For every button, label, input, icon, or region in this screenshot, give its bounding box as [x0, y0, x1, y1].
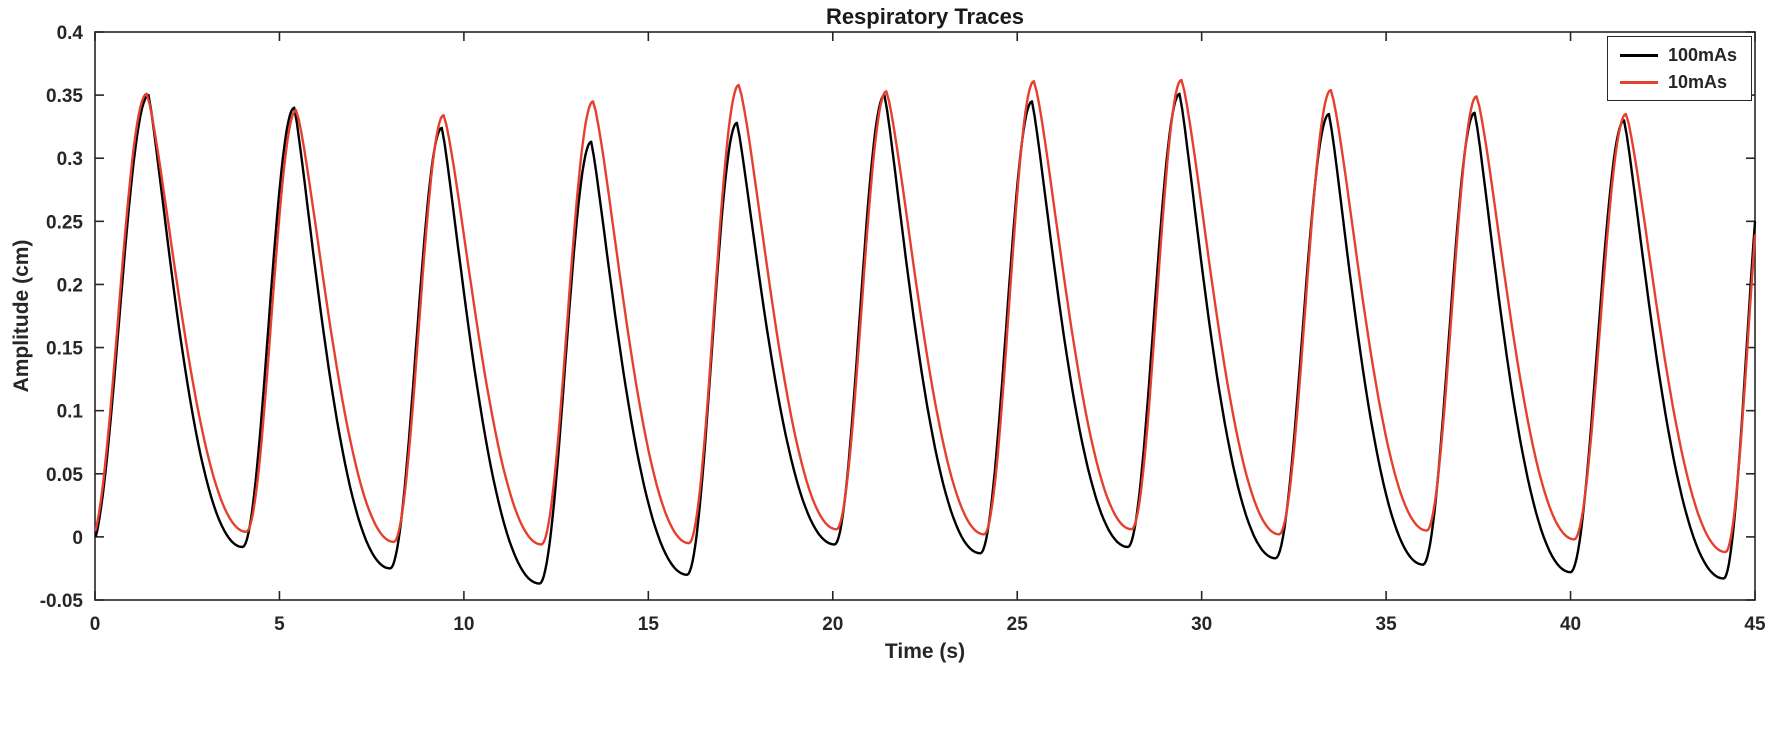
x-tick-label: 30 [1191, 614, 1212, 635]
x-axis-label: Time (s) [884, 640, 966, 663]
series-line-100mAs [94, 92, 1757, 585]
x-tick-label: 25 [1007, 614, 1029, 635]
legend-entry-100mAs: 100mAs [1619, 45, 1737, 65]
y-tick-label: 0 [72, 528, 83, 549]
x-tick-label: 20 [822, 614, 843, 635]
y-tick-label: 0.2 [57, 275, 83, 296]
legend-line-100mAs [1619, 53, 1658, 57]
axes-box [94, 31, 1756, 601]
chart-title: Respiratory Traces [825, 4, 1025, 29]
legend-line-10mAs [1619, 80, 1658, 84]
y-tick-label: 0.15 [46, 339, 83, 360]
x-tick-label: 45 [1744, 614, 1766, 635]
y-tick-label: 0.1 [57, 402, 84, 423]
legend-entry-10mAs: 10mAs [1619, 72, 1737, 92]
y-tick-label: 0.35 [46, 86, 83, 107]
legend: 100mAs 10mAs [1606, 36, 1752, 101]
y-tick-label: 0.05 [46, 465, 83, 486]
x-tick-label: 35 [1376, 614, 1398, 635]
x-tick-label: 40 [1560, 614, 1581, 635]
y-tick-label: 0.3 [57, 149, 83, 170]
x-tick-label: 10 [453, 614, 474, 635]
x-tick-label: 5 [274, 614, 285, 635]
x-tick-label: 15 [638, 614, 660, 635]
y-tick-label: 0.4 [57, 23, 84, 44]
y-axis-label: Amplitude (cm) [10, 239, 33, 393]
y-tick-label: -0.05 [40, 591, 84, 612]
y-tick-label: 0.25 [46, 212, 83, 233]
x-tick-label: 0 [90, 614, 101, 635]
legend-label: 100mAs [1667, 45, 1737, 65]
legend-label: 10mAs [1667, 72, 1727, 92]
series-line-10mAs [94, 78, 1757, 554]
